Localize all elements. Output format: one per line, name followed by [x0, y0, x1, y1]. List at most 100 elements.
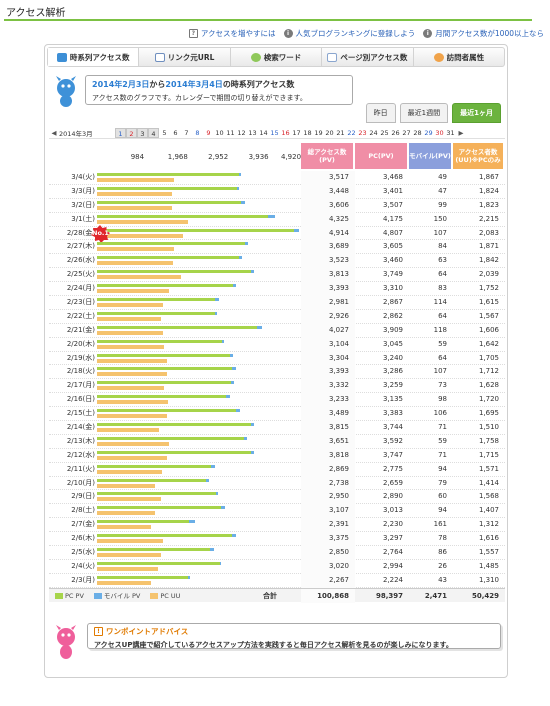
- bar-pc-uu: [97, 261, 173, 266]
- calendar-strip: ◀ 2014年3月 1 2 3 4 5 6 7 8 9 10 11 12 13 14 15 16 17 18 19 2…: [49, 127, 505, 139]
- calendar-day[interactable]: 11: [226, 128, 235, 137]
- total-sum: 100,868: [301, 588, 355, 603]
- calendar-day[interactable]: 12: [237, 128, 246, 137]
- calendar-day[interactable]: 23: [358, 128, 367, 137]
- calendar-day[interactable]: 15: [270, 128, 279, 137]
- calendar-day[interactable]: 5: [162, 128, 167, 137]
- bar-pc-uu: [97, 455, 168, 460]
- range-yesterday-button[interactable]: 昨日: [365, 103, 396, 123]
- tab-bar: 時系列アクセス数 リンク元URL 検索ワード ページ別アクセス数 訪問者属性: [47, 47, 505, 67]
- table-row: 2/22(土) 2,926 2,862 64 1,567: [49, 309, 505, 324]
- bar-pc-pv: [97, 256, 240, 260]
- tab-time-series[interactable]: 時系列アクセス数: [48, 48, 140, 66]
- table-row: 2/19(水) 3,304 3,240 64 1,705: [49, 351, 505, 366]
- tab-visitor-attributes[interactable]: 訪問者属性: [414, 48, 504, 66]
- cell-pc-pv: 3,468: [382, 173, 403, 181]
- cell-uu: 1,312: [478, 520, 499, 529]
- advice-title-label: ワンポイントアドバイス: [106, 627, 189, 636]
- row-bars: [97, 423, 299, 433]
- range-month-button[interactable]: 最近1ヶ月: [452, 103, 501, 123]
- calendar-day[interactable]: 26: [391, 128, 400, 137]
- cell-mobile-pv: 161: [433, 520, 447, 529]
- calendar-day[interactable]: 22: [347, 128, 356, 137]
- page-title: アクセス解析: [6, 8, 66, 19]
- bar-pc-pv: [97, 228, 295, 232]
- calendar-day[interactable]: 10: [215, 128, 224, 137]
- calendar-day[interactable]: 27: [402, 128, 411, 137]
- bar-pc-uu: [97, 219, 188, 224]
- cell-total: 3,020: [301, 559, 355, 574]
- no1-badge-icon: No.1: [89, 224, 111, 243]
- bar-pc-pv: [97, 409, 236, 413]
- cell-uu: 1,842: [478, 256, 499, 265]
- calendar-day[interactable]: 19: [314, 128, 323, 137]
- row-date: 2/17(月): [66, 381, 95, 390]
- help-link-increase-access[interactable]: ? アクセスを増やすには: [188, 28, 276, 39]
- calendar-day[interactable]: 4: [148, 127, 159, 138]
- calendar-day[interactable]: 6: [173, 128, 178, 137]
- row-date: 3/4(火): [71, 173, 95, 181]
- column-header-text: (PV): [319, 156, 335, 164]
- table-row: 2/7(金) 2,391 2,230 161 1,312: [49, 518, 505, 533]
- calendar-day[interactable]: 13: [248, 128, 257, 137]
- calendar-day[interactable]: 20: [325, 128, 334, 137]
- cell-total: 3,304: [301, 351, 355, 366]
- calendar-day[interactable]: 25: [380, 128, 389, 137]
- calendar-day[interactable]: 3: [137, 127, 148, 138]
- help-link-blog-ranking[interactable]: i 人気ブログランキングに登録しよう: [283, 28, 415, 39]
- row-date: 2/19(水): [66, 353, 95, 362]
- cell-total: 3,104: [301, 337, 355, 352]
- calendar-day[interactable]: 18: [303, 128, 312, 137]
- calendar-day[interactable]: 31: [446, 128, 455, 137]
- calendar-prev-icon[interactable]: ◀: [51, 128, 57, 137]
- calendar-day[interactable]: 21: [336, 128, 345, 137]
- calendar-day[interactable]: 8: [195, 128, 200, 137]
- calendar-next-icon[interactable]: ▶: [458, 128, 464, 137]
- cell-uu: 1,606: [478, 325, 499, 334]
- calendar-day[interactable]: 30: [435, 128, 444, 137]
- table-row: 2/15(土) 3,489 3,383 106 1,695: [49, 407, 505, 422]
- table-row: 2/26(水) 3,523 3,460 63 1,842: [49, 254, 505, 269]
- table-row: 2/5(水) 2,850 2,764 86 1,557: [49, 546, 505, 560]
- cell-total: 3,332: [301, 379, 355, 394]
- cell-mobile-pv: 49: [438, 173, 447, 181]
- calendar-day[interactable]: 7: [184, 128, 189, 137]
- calendar-day[interactable]: 24: [369, 128, 378, 137]
- calendar-day[interactable]: 2: [126, 127, 137, 138]
- table-row: 2/16(日) 3,233 3,135 98 1,720: [49, 393, 505, 408]
- calendar-day[interactable]: 1: [115, 127, 126, 138]
- table-row: 2/18(火) 3,393 3,286 107 1,712: [49, 365, 505, 380]
- calendar-day[interactable]: 16: [281, 128, 290, 137]
- table-row: 2/23(日) 2,981 2,867 114 1,615: [49, 296, 505, 310]
- table-row: 2/27(木) 3,689 3,605 84 1,871: [49, 240, 505, 255]
- bar-pc-pv: [97, 381, 231, 385]
- calendar-day[interactable]: 29: [424, 128, 433, 137]
- column-header-text: モバイル(PV): [409, 152, 451, 160]
- table-row: 2/24(月) 3,393 3,310 83 1,752: [49, 282, 505, 297]
- tab-search-words[interactable]: 検索ワード: [231, 48, 323, 66]
- cell-total: 3,651: [301, 434, 355, 449]
- bar-pc-pv: [97, 214, 269, 218]
- cell-uu: 1,510: [478, 423, 499, 432]
- cell-pc-pv: 3,297: [382, 534, 403, 543]
- cell-uu: 1,414: [478, 478, 499, 487]
- table-row: 2/9(日) 2,950 2,890 60 1,568: [49, 490, 505, 505]
- table-row: 2/25(火) 3,813 3,749 64 2,039: [49, 268, 505, 283]
- cell-mobile-pv: 107: [433, 228, 447, 237]
- table-row: 2/11(火) 2,869 2,775 94 1,571: [49, 462, 505, 477]
- tab-referrer-url[interactable]: リンク元URL: [139, 48, 231, 66]
- help-link-monthly-1000[interactable]: i 月間アクセス数が1000以上なら: [423, 28, 544, 39]
- calendar-day[interactable]: 14: [259, 128, 268, 137]
- calendar-day[interactable]: 9: [206, 128, 211, 137]
- bar-mobile-pv: [214, 298, 220, 302]
- range-week-button[interactable]: 最近1週間: [399, 103, 449, 123]
- cell-mobile-pv: 99: [438, 200, 447, 209]
- row-bars: [97, 200, 299, 211]
- row-bars: [97, 325, 299, 336]
- calendar-day[interactable]: 17: [292, 128, 301, 137]
- tab-page-access[interactable]: ページ別アクセス数: [322, 48, 414, 66]
- legend-label: モバイル PV: [103, 591, 141, 600]
- row-date: 2/12(水): [66, 450, 95, 459]
- cell-uu: 1,310: [478, 575, 499, 584]
- calendar-day[interactable]: 28: [413, 128, 422, 137]
